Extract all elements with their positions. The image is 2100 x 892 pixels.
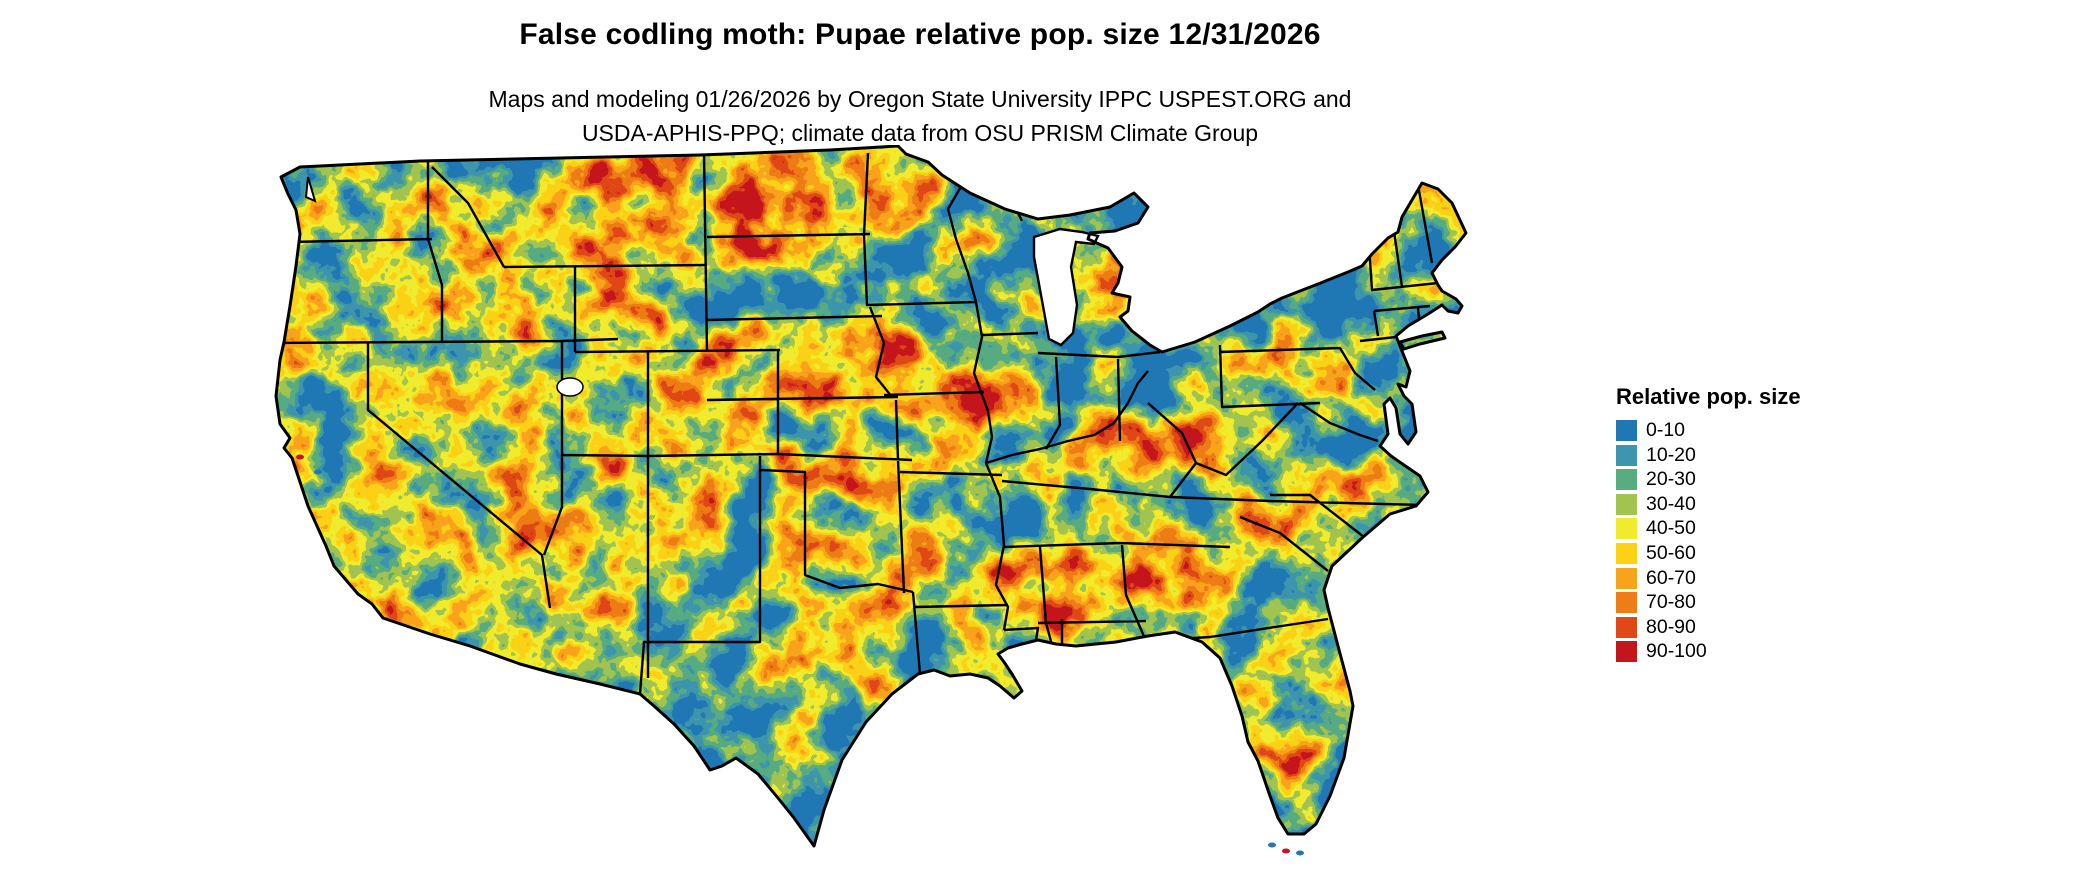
channel-island-speck: [296, 454, 304, 460]
legend-swatch: [1616, 542, 1637, 564]
legend-swatch: [1616, 420, 1637, 441]
legend-item-label: 30-40: [1646, 492, 1696, 515]
legend-item: 40-50: [1616, 517, 1856, 540]
legend-swatch: [1616, 518, 1637, 540]
lakes-layer: [304, 176, 1100, 397]
us-outline: [274, 145, 1468, 848]
legend-item-label: 70-80: [1646, 591, 1696, 614]
legend-item: 90-100: [1616, 640, 1856, 663]
us-map-svg: [274, 145, 1468, 856]
state-borders: [276, 152, 1439, 695]
legend-item-label: 20-30: [1646, 468, 1696, 491]
legend-item: 0-10: [1616, 420, 1856, 441]
legend-item: 20-30: [1616, 468, 1856, 491]
legend-swatch: [1616, 592, 1637, 614]
great-salt-lake: [556, 377, 584, 397]
legend-item-label: 40-50: [1646, 517, 1696, 540]
legend-swatch: [1616, 469, 1637, 491]
map-subtitle: Maps and modeling 01/26/2026 by Oregon S…: [270, 82, 1570, 150]
legend-swatch: [1616, 493, 1637, 515]
legend-title: Relative pop. size: [1616, 384, 1801, 409]
legend-item: 60-70: [1616, 566, 1856, 589]
florida-keys-speck: [1296, 850, 1304, 856]
legend-item-label: 60-70: [1646, 566, 1696, 589]
legend-items: 0-10 10-20 20-30 30-40 40-50 50-60 60-70 70-80 8…: [1616, 420, 1856, 663]
subtitle-line-2: USDA-APHIS-PPQ; climate data from OSU PR…: [581, 120, 1259, 146]
legend-item: 30-40: [1616, 492, 1856, 515]
islands-layer: [296, 454, 1304, 856]
legend-item-label: 80-90: [1646, 615, 1696, 638]
legend-swatch: [1616, 567, 1637, 589]
legend-item: 50-60: [1616, 541, 1856, 564]
lake-michigan: [1032, 227, 1100, 347]
legend-item: 70-80: [1616, 591, 1856, 614]
legend-item: 10-20: [1616, 443, 1856, 466]
raster-layer: [276, 146, 1466, 846]
puget-sound: [304, 176, 317, 203]
legend: Relative pop. size 0-10 10-20 20-30 30-40 40…: [1616, 384, 1856, 666]
map-container: [270, 145, 1570, 885]
legend-swatch: [1616, 616, 1637, 638]
page-title: False codling moth: Pupae relative pop. …: [519, 18, 1321, 51]
legend-item-label: 50-60: [1646, 541, 1696, 564]
subtitle-line-1: Maps and modeling 01/26/2026 by Oregon S…: [488, 86, 1352, 112]
florida-keys-speck: [1268, 842, 1276, 848]
legend-item: 80-90: [1616, 615, 1856, 638]
raster-clip-group: [276, 146, 1466, 846]
legend-swatch: [1616, 641, 1637, 663]
legend-swatch: [1616, 444, 1637, 466]
legend-item-label: 90-100: [1646, 640, 1707, 663]
legend-item-label: 10-20: [1646, 443, 1696, 466]
channel-island-speck: [314, 469, 322, 475]
legend-item-label: 0-10: [1646, 419, 1686, 441]
florida-keys-speck: [1282, 848, 1290, 854]
